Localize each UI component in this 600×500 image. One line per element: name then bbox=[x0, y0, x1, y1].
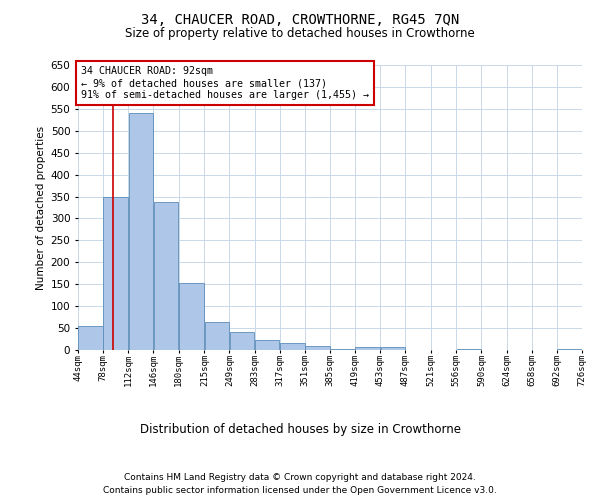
Bar bbox=[457, 349, 481, 350]
Bar bbox=[380, 347, 405, 350]
Bar bbox=[255, 340, 280, 350]
Bar bbox=[128, 113, 153, 350]
Bar bbox=[103, 196, 128, 350]
Bar bbox=[305, 346, 329, 350]
Bar bbox=[154, 202, 178, 350]
Bar bbox=[230, 332, 254, 350]
Bar bbox=[355, 347, 380, 350]
Bar bbox=[79, 326, 103, 350]
Text: 34 CHAUCER ROAD: 92sqm
← 9% of detached houses are smaller (137)
91% of semi-det: 34 CHAUCER ROAD: 92sqm ← 9% of detached … bbox=[80, 66, 368, 100]
Y-axis label: Number of detached properties: Number of detached properties bbox=[37, 126, 46, 290]
Text: 34, CHAUCER ROAD, CROWTHORNE, RG45 7QN: 34, CHAUCER ROAD, CROWTHORNE, RG45 7QN bbox=[141, 12, 459, 26]
Bar bbox=[280, 342, 305, 350]
Text: Contains HM Land Registry data © Crown copyright and database right 2024.: Contains HM Land Registry data © Crown c… bbox=[124, 472, 476, 482]
Bar bbox=[179, 283, 204, 350]
Text: Contains public sector information licensed under the Open Government Licence v3: Contains public sector information licen… bbox=[103, 486, 497, 495]
Bar bbox=[205, 322, 229, 350]
Text: Size of property relative to detached houses in Crowthorne: Size of property relative to detached ho… bbox=[125, 28, 475, 40]
Bar bbox=[557, 348, 581, 350]
Bar bbox=[331, 349, 355, 350]
Text: Distribution of detached houses by size in Crowthorne: Distribution of detached houses by size … bbox=[139, 422, 461, 436]
